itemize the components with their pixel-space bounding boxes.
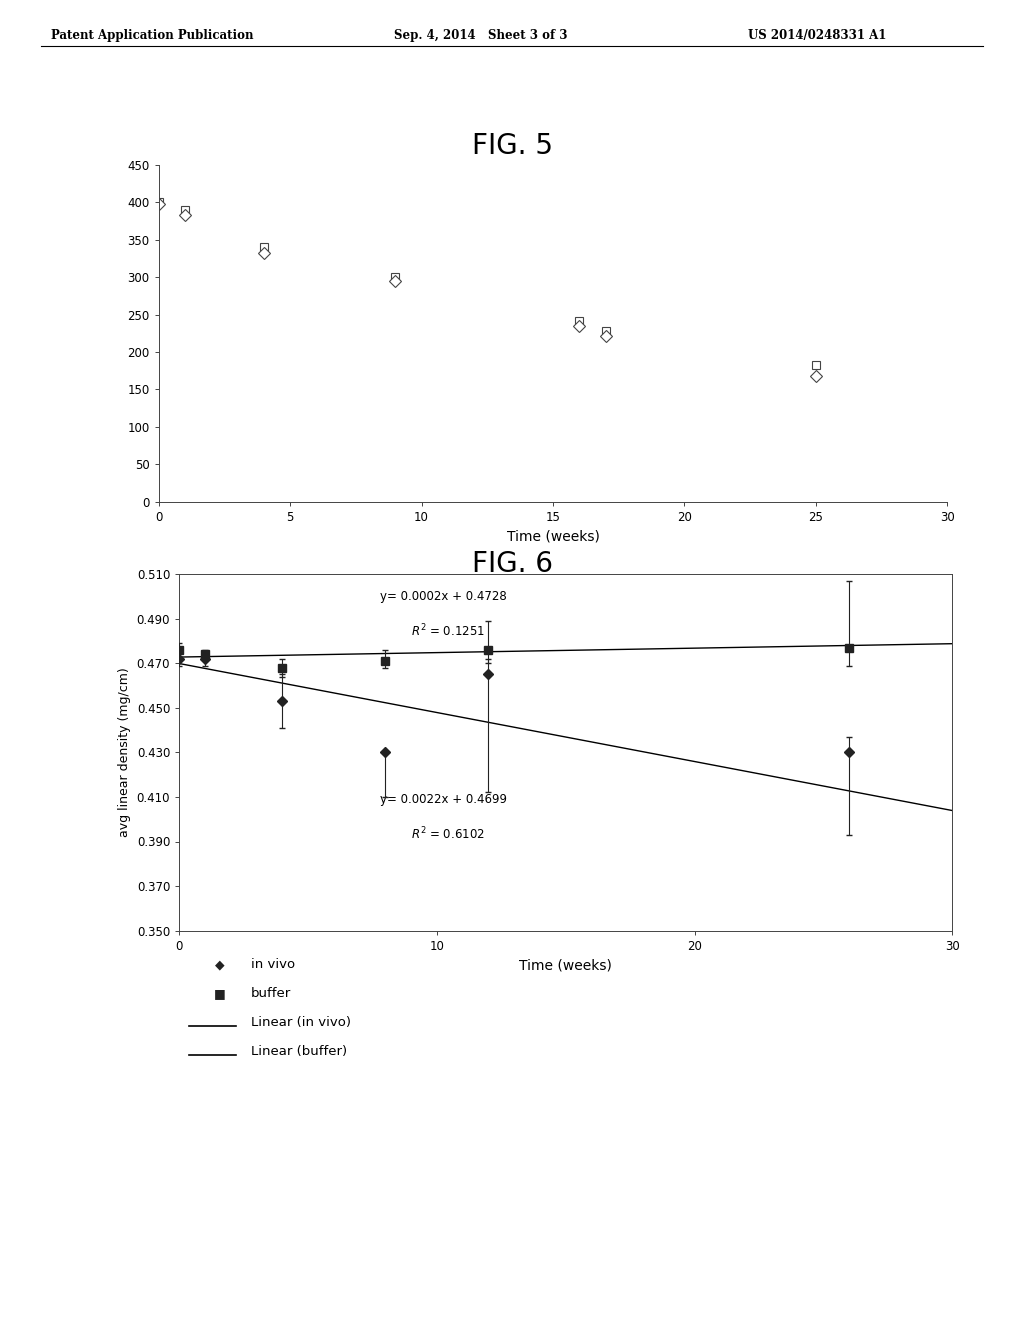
Text: $R^2$ = 0.1251: $R^2$ = 0.1251 bbox=[411, 622, 485, 639]
Text: ■: ■ bbox=[214, 987, 226, 1001]
Text: FIG. 5: FIG. 5 bbox=[471, 132, 553, 160]
Text: y= 0.0002x + 0.4728: y= 0.0002x + 0.4728 bbox=[380, 590, 507, 603]
Text: Sep. 4, 2014   Sheet 3 of 3: Sep. 4, 2014 Sheet 3 of 3 bbox=[394, 29, 567, 42]
Text: US 2014/0248331 A1: US 2014/0248331 A1 bbox=[748, 29, 886, 42]
X-axis label: Time (weeks): Time (weeks) bbox=[507, 529, 599, 544]
Text: Linear (in vivo): Linear (in vivo) bbox=[251, 1016, 351, 1030]
X-axis label: Time (weeks): Time (weeks) bbox=[519, 958, 612, 973]
Text: $R^2$ = 0.6102: $R^2$ = 0.6102 bbox=[411, 825, 485, 842]
Text: buffer: buffer bbox=[251, 987, 291, 1001]
Text: Linear (buffer): Linear (buffer) bbox=[251, 1045, 347, 1059]
Text: in vivo: in vivo bbox=[251, 958, 295, 972]
Text: Patent Application Publication: Patent Application Publication bbox=[51, 29, 254, 42]
Text: y= 0.0022x + 0.4699: y= 0.0022x + 0.4699 bbox=[380, 793, 507, 807]
Y-axis label: avg linear density (mg/cm): avg linear density (mg/cm) bbox=[118, 668, 131, 837]
Text: FIG. 6: FIG. 6 bbox=[471, 550, 553, 578]
Text: ◆: ◆ bbox=[215, 958, 225, 972]
